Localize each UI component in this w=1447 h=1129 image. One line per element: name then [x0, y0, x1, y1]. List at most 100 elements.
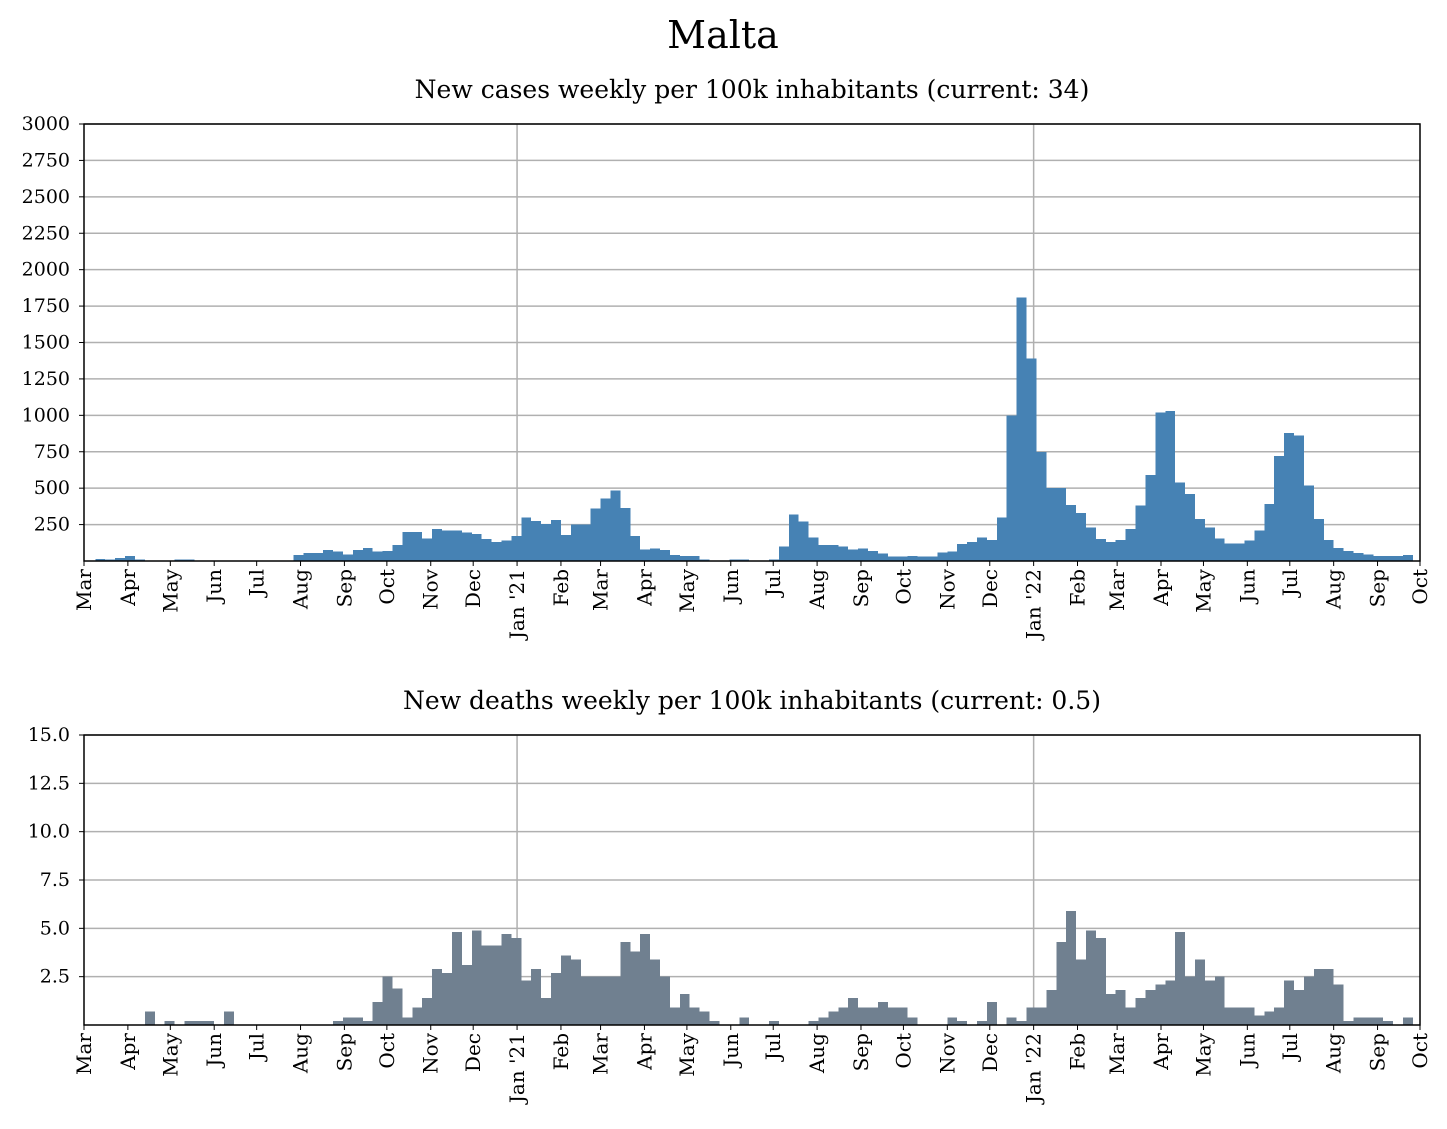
cases-bar [1294, 435, 1304, 561]
x-tick-label: Aug [805, 569, 829, 610]
deaths-bar [739, 1017, 750, 1025]
cases-bar [1264, 504, 1275, 561]
cases-bar [788, 514, 799, 561]
cases-bar [778, 546, 789, 561]
deaths-bar [590, 976, 601, 1025]
y-tick-label: 12.5 [28, 772, 70, 794]
cases-bar [1056, 488, 1067, 561]
cases-bar [1145, 475, 1156, 561]
deaths-bar [709, 1021, 720, 1025]
cases-bar [491, 542, 502, 561]
deaths-bar [1214, 976, 1225, 1025]
cases-bar [1383, 555, 1394, 561]
deaths-bar [1284, 980, 1295, 1025]
cases-bar [1403, 555, 1413, 561]
deaths-bar [521, 980, 532, 1025]
cases-bar [1155, 412, 1166, 561]
y-tick-label: 1250 [22, 368, 70, 390]
deaths-bar [858, 1007, 869, 1025]
cases-bar [669, 555, 680, 561]
deaths-bar [947, 1017, 958, 1025]
cases-bar [511, 536, 522, 561]
cases-bar [333, 551, 343, 561]
x-tick-label: Oct [1408, 569, 1432, 605]
x-tick-label: May [675, 1032, 699, 1076]
deaths-bar [471, 930, 482, 1025]
cases-bar [977, 537, 987, 561]
deaths-bar [451, 932, 462, 1025]
y-tick-label: 10.0 [28, 821, 70, 843]
y-tick-label: 2250 [22, 222, 70, 244]
cases-chart-title: New cases weekly per 100k inhabitants (c… [415, 75, 1090, 104]
deaths-bar [689, 1007, 700, 1025]
cases-bar [293, 555, 304, 561]
x-tick-label: May [158, 1032, 182, 1076]
deaths-bar [1115, 990, 1126, 1025]
deaths-bar [531, 968, 542, 1025]
cases-bar [937, 552, 948, 561]
cases-bar [808, 537, 819, 561]
x-tick-label: Oct [375, 569, 399, 605]
cases-bar [501, 540, 512, 561]
deaths-bar [392, 988, 403, 1025]
y-tick-label: 1500 [22, 332, 70, 354]
deaths-bar [1016, 1021, 1027, 1025]
deaths-bar [1095, 938, 1106, 1025]
deaths-bar [630, 951, 641, 1025]
cases-bar [1105, 542, 1116, 561]
deaths-bar [977, 1021, 987, 1025]
y-tick-label: 1750 [22, 295, 70, 317]
cases-bar [560, 534, 571, 561]
cases-bar [858, 548, 869, 561]
deaths-y-tick-labels: 2.5 5.0 7.5 10.0 12.5 15.0 [28, 724, 84, 988]
cases-bar [402, 531, 413, 561]
cases-bar [115, 558, 126, 561]
deaths-bar [808, 1021, 819, 1025]
deaths-bar [1294, 990, 1304, 1025]
cases-bar [630, 536, 641, 561]
x-tick-label: Dec [461, 569, 485, 608]
deaths-bar [382, 976, 393, 1025]
cases-bar [1016, 297, 1027, 561]
deaths-bar [640, 934, 651, 1025]
x-tick-label: May [675, 568, 699, 612]
deaths-bar [907, 1017, 918, 1025]
cases-bar [392, 544, 403, 561]
cases-bar [689, 555, 700, 561]
cases-bar [1234, 543, 1245, 561]
cases-bar [1204, 527, 1215, 561]
deaths-bar [1086, 930, 1096, 1025]
x-tick-label: Jun [719, 569, 743, 605]
x-tick-label: Mar [589, 1033, 613, 1075]
cases-bar [303, 552, 314, 561]
cases-bar [451, 530, 462, 561]
x-tick-label: Aug [1322, 569, 1346, 610]
x-tick-label: Jun [202, 569, 226, 605]
cases-bars [95, 297, 1413, 561]
deaths-bar [432, 968, 443, 1025]
cases-bar [798, 521, 809, 561]
deaths-bar [1343, 1021, 1354, 1025]
cases-bar [342, 554, 353, 561]
x-tick-label: Jul [245, 1033, 269, 1062]
deaths-bar [877, 1001, 888, 1025]
deaths-bar [1175, 932, 1186, 1025]
deaths-bar [1046, 990, 1057, 1025]
deaths-bar [402, 1017, 413, 1025]
deaths-bar [818, 1017, 829, 1025]
deaths-bar [868, 1007, 878, 1025]
cases-plot-frame [83, 123, 1421, 562]
cases-bar [828, 544, 839, 561]
cases-bar [927, 556, 938, 561]
cases-bar [125, 555, 135, 561]
deaths-bar [1254, 1015, 1265, 1025]
deaths-bar [1185, 976, 1195, 1025]
cases-bar [1066, 504, 1077, 561]
cases-bar [907, 555, 918, 561]
cases-bar [471, 534, 482, 561]
deaths-bar [1303, 976, 1314, 1025]
x-tick-label: Apr [1149, 1033, 1173, 1071]
deaths-bar [372, 1001, 383, 1025]
x-tick-label: Jun [719, 1033, 743, 1069]
cases-bar [362, 547, 373, 561]
